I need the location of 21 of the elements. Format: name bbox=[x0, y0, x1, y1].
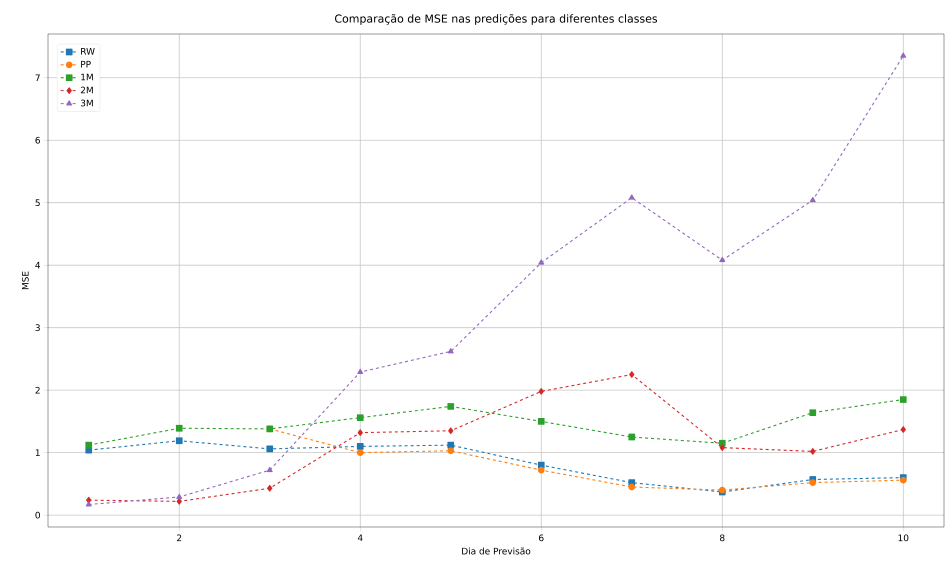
x-tick-label: 2 bbox=[177, 534, 182, 542]
legend-label: PP bbox=[81, 60, 91, 68]
x-tick-label: 4 bbox=[358, 534, 363, 541]
x-tick-label: 8 bbox=[720, 534, 725, 542]
legend-label: 2M bbox=[80, 86, 93, 94]
y-tick-label: 2 bbox=[36, 386, 40, 394]
x-tick-label: 6 bbox=[539, 534, 544, 542]
y-tick-label: 4 bbox=[35, 262, 40, 268]
y-tick-label: 3 bbox=[36, 324, 40, 332]
y-axis-title: MSE bbox=[22, 272, 29, 290]
x-tick-label: 10 bbox=[898, 534, 908, 542]
legend-label: 3M bbox=[80, 100, 93, 106]
y-tick-label: 0 bbox=[35, 512, 40, 519]
y-tick-label: 7 bbox=[36, 74, 40, 82]
y-tick-label: 6 bbox=[35, 136, 40, 144]
y-tick-label: 1 bbox=[36, 449, 40, 456]
legend-label: 1M bbox=[81, 74, 93, 80]
y-tick-label: 5 bbox=[36, 199, 40, 206]
chart-title: Comparação de MSE nas predições para diferentes classes bbox=[335, 14, 658, 25]
legend-label: RW bbox=[81, 48, 95, 55]
x-axis-title: Dia de Previsão bbox=[462, 547, 530, 554]
